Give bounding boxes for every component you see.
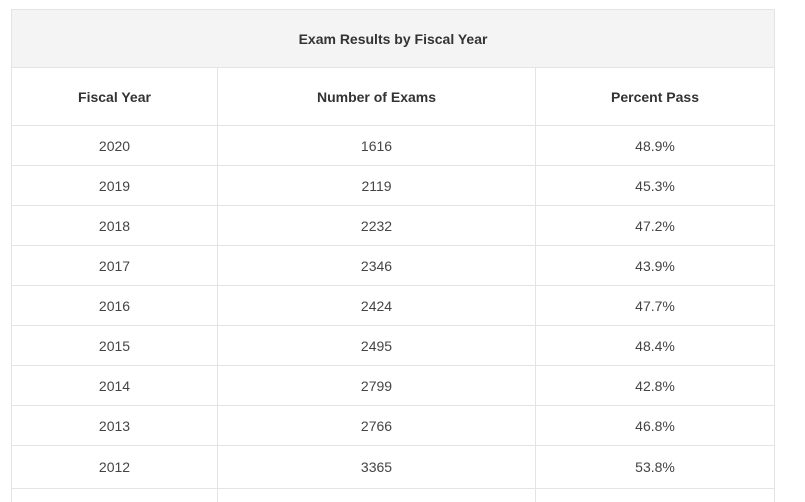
cell-fiscal-year: 2015: [11, 325, 218, 366]
cell-percent-pass: 42.8%: [534, 365, 776, 406]
cell-percent-pass: 43.9%: [534, 245, 776, 286]
table-row: 2015 2495 48.4%: [11, 325, 776, 366]
cell-fiscal-year: 2019: [11, 165, 218, 206]
table-caption: Exam Results by Fiscal Year: [10, 9, 776, 68]
table-row: 2016 2424 47.7%: [11, 285, 776, 326]
cell-percent-pass: 46.8%: [534, 405, 776, 446]
table-row: 2019 2119 45.3%: [11, 165, 776, 206]
cell-percent-pass: 45.3%: [534, 165, 776, 206]
table-row: 2018 2232 47.2%: [11, 205, 776, 246]
column-header-fiscal-year: Fiscal Year: [11, 67, 218, 126]
table-row: 2013 2766 46.8%: [11, 405, 776, 446]
cell-fiscal-year: 2014: [11, 365, 218, 406]
table-row: 2012 3365 53.8%: [11, 445, 776, 489]
column-header-number-of-exams: Number of Exams: [217, 67, 536, 126]
table-row: 2017 2346 43.9%: [11, 245, 776, 286]
cell-fiscal-year: 2012: [11, 445, 218, 489]
cell-percent-pass: 47.7%: [534, 285, 776, 326]
cell-number-of-exams: 2495: [217, 325, 536, 366]
table-row: 2014 2799 42.8%: [11, 365, 776, 406]
cell-number-of-exams: 3365: [217, 445, 536, 489]
table-row-empty: [11, 488, 776, 502]
cell-number-of-exams: 2799: [217, 365, 536, 406]
exam-results-table: Exam Results by Fiscal Year Fiscal Year …: [10, 9, 776, 502]
cell-number-of-exams: 2119: [217, 165, 536, 206]
cell-percent-pass: 48.4%: [534, 325, 776, 366]
cell-number-of-exams: 2766: [217, 405, 536, 446]
cell-fiscal-year: 2016: [11, 285, 218, 326]
cell-fiscal-year: 2013: [11, 405, 218, 446]
cell-number-of-exams: 1616: [217, 125, 536, 166]
cell-percent-pass: 48.9%: [534, 125, 776, 166]
cell-number-of-exams: 2424: [217, 285, 536, 326]
empty-cell: [534, 488, 776, 502]
header-row: Fiscal Year Number of Exams Percent Pass: [11, 67, 776, 126]
caption-row: Exam Results by Fiscal Year: [10, 9, 776, 68]
cell-percent-pass: 53.8%: [534, 445, 776, 489]
cell-fiscal-year: 2020: [11, 125, 218, 166]
cell-fiscal-year: 2018: [11, 205, 218, 246]
cell-number-of-exams: 2232: [217, 205, 536, 246]
column-header-percent-pass: Percent Pass: [534, 67, 776, 126]
cell-fiscal-year: 2017: [11, 245, 218, 286]
exam-results-table-container: Exam Results by Fiscal Year Fiscal Year …: [10, 9, 776, 502]
cell-number-of-exams: 2346: [217, 245, 536, 286]
empty-cell: [217, 488, 536, 502]
cell-percent-pass: 47.2%: [534, 205, 776, 246]
table-row: 2020 1616 48.9%: [11, 125, 776, 166]
empty-cell: [11, 488, 218, 502]
